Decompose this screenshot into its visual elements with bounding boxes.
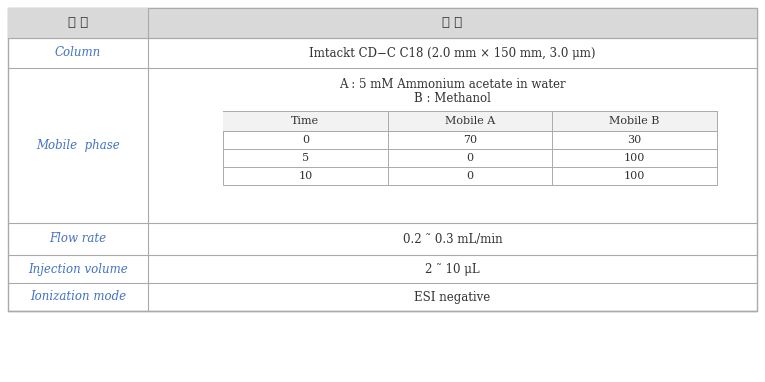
Text: 2 ˜ 10 μL: 2 ˜ 10 μL [425,262,480,275]
Text: B : Methanol: B : Methanol [414,92,491,105]
Text: Mobile B: Mobile B [610,116,660,126]
Text: 0: 0 [301,135,309,145]
Text: Mobile A: Mobile A [445,116,495,126]
Text: 100: 100 [624,153,646,163]
Text: Column: Column [55,47,101,60]
Text: A : 5 mM Ammonium acetate in water: A : 5 mM Ammonium acetate in water [339,78,566,91]
Text: Time: Time [291,116,320,126]
Text: 70: 70 [463,135,477,145]
Text: 5: 5 [301,153,309,163]
Text: Injection volume: Injection volume [28,262,128,275]
Text: ESI negative: ESI negative [415,290,490,304]
Text: Flow rate: Flow rate [50,233,106,246]
Text: 항 목: 항 목 [68,16,88,29]
Text: 0.2 ˜ 0.3 mL/min: 0.2 ˜ 0.3 mL/min [402,233,503,246]
Text: 조 건: 조 건 [442,16,463,29]
Text: 10: 10 [298,171,312,181]
Text: 100: 100 [624,171,646,181]
Bar [8,8,148,38]
Text: Imtackt CD−C C18 (2.0 mm × 150 mm, 3.0 μm): Imtackt CD−C C18 (2.0 mm × 150 mm, 3.0 μ… [309,47,596,60]
Text: 30: 30 [627,135,642,145]
Bar [223,111,717,185]
Text: 0: 0 [467,153,474,163]
Bar [8,8,757,38]
Text: Mobile  phase: Mobile phase [36,139,120,152]
Text: Ionization mode: Ionization mode [30,290,126,304]
Text: 0: 0 [467,171,474,181]
Bar [8,8,757,311]
Bar [223,111,717,131]
